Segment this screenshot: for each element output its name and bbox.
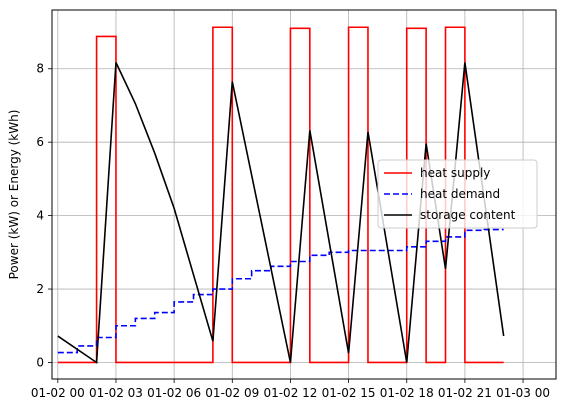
y-axis-label: Power (kW) or Energy (kWh) [7,110,21,280]
y-tick-label: 8 [36,62,44,76]
legend-box [377,159,538,229]
x-tick-label: 01-02 12 [263,386,317,400]
plot-frame [51,9,557,380]
x-tick-label: 01-03 00 [496,386,550,400]
y-tick-label: 2 [36,282,44,296]
x-tick-label: 01-02 21 [438,386,492,400]
ticks: 01-02 00 01-02 03 01-02 06 01-02 09 01-02 12… [31,62,550,400]
legend-label-heat-demand: heat demand [420,187,500,201]
series-line-heat-demand [57,228,504,354]
legend-label-heat-supply: heat supply [420,166,490,180]
x-tick-label: 01-02 06 [147,386,201,400]
x-tick-label: 01-02 09 [205,386,259,400]
series-line-heat-supply [57,26,504,364]
x-tick-label: 01-02 00 [31,386,85,400]
legend-label-storage-content: storage content [420,208,516,222]
y-tick-label: 0 [36,355,44,369]
y-tick-label: 4 [36,209,44,223]
x-tick-label: 01-02 18 [380,386,434,400]
y-tick-label: 6 [36,135,44,149]
x-tick-label: 01-02 15 [322,386,376,400]
x-tick-label: 01-02 03 [89,386,143,400]
legend: heat supply heat demand storage content [377,159,538,229]
